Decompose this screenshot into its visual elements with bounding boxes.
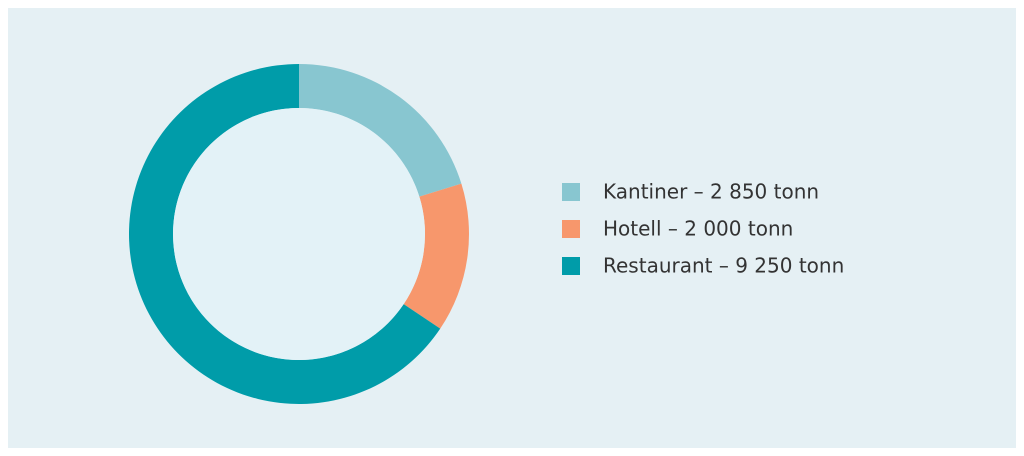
donut-segment: [403, 183, 469, 329]
donut-segment: [299, 64, 462, 197]
legend-swatch: [562, 257, 580, 275]
donut-hole: [173, 108, 425, 360]
legend-label: Kantiner – 2 850 tonn: [603, 180, 819, 204]
legend-swatch: [562, 220, 580, 238]
legend-swatch: [562, 183, 580, 201]
legend-label: Restaurant – 9 250 tonn: [603, 254, 844, 278]
legend-label: Hotell – 2 000 tonn: [603, 217, 793, 241]
